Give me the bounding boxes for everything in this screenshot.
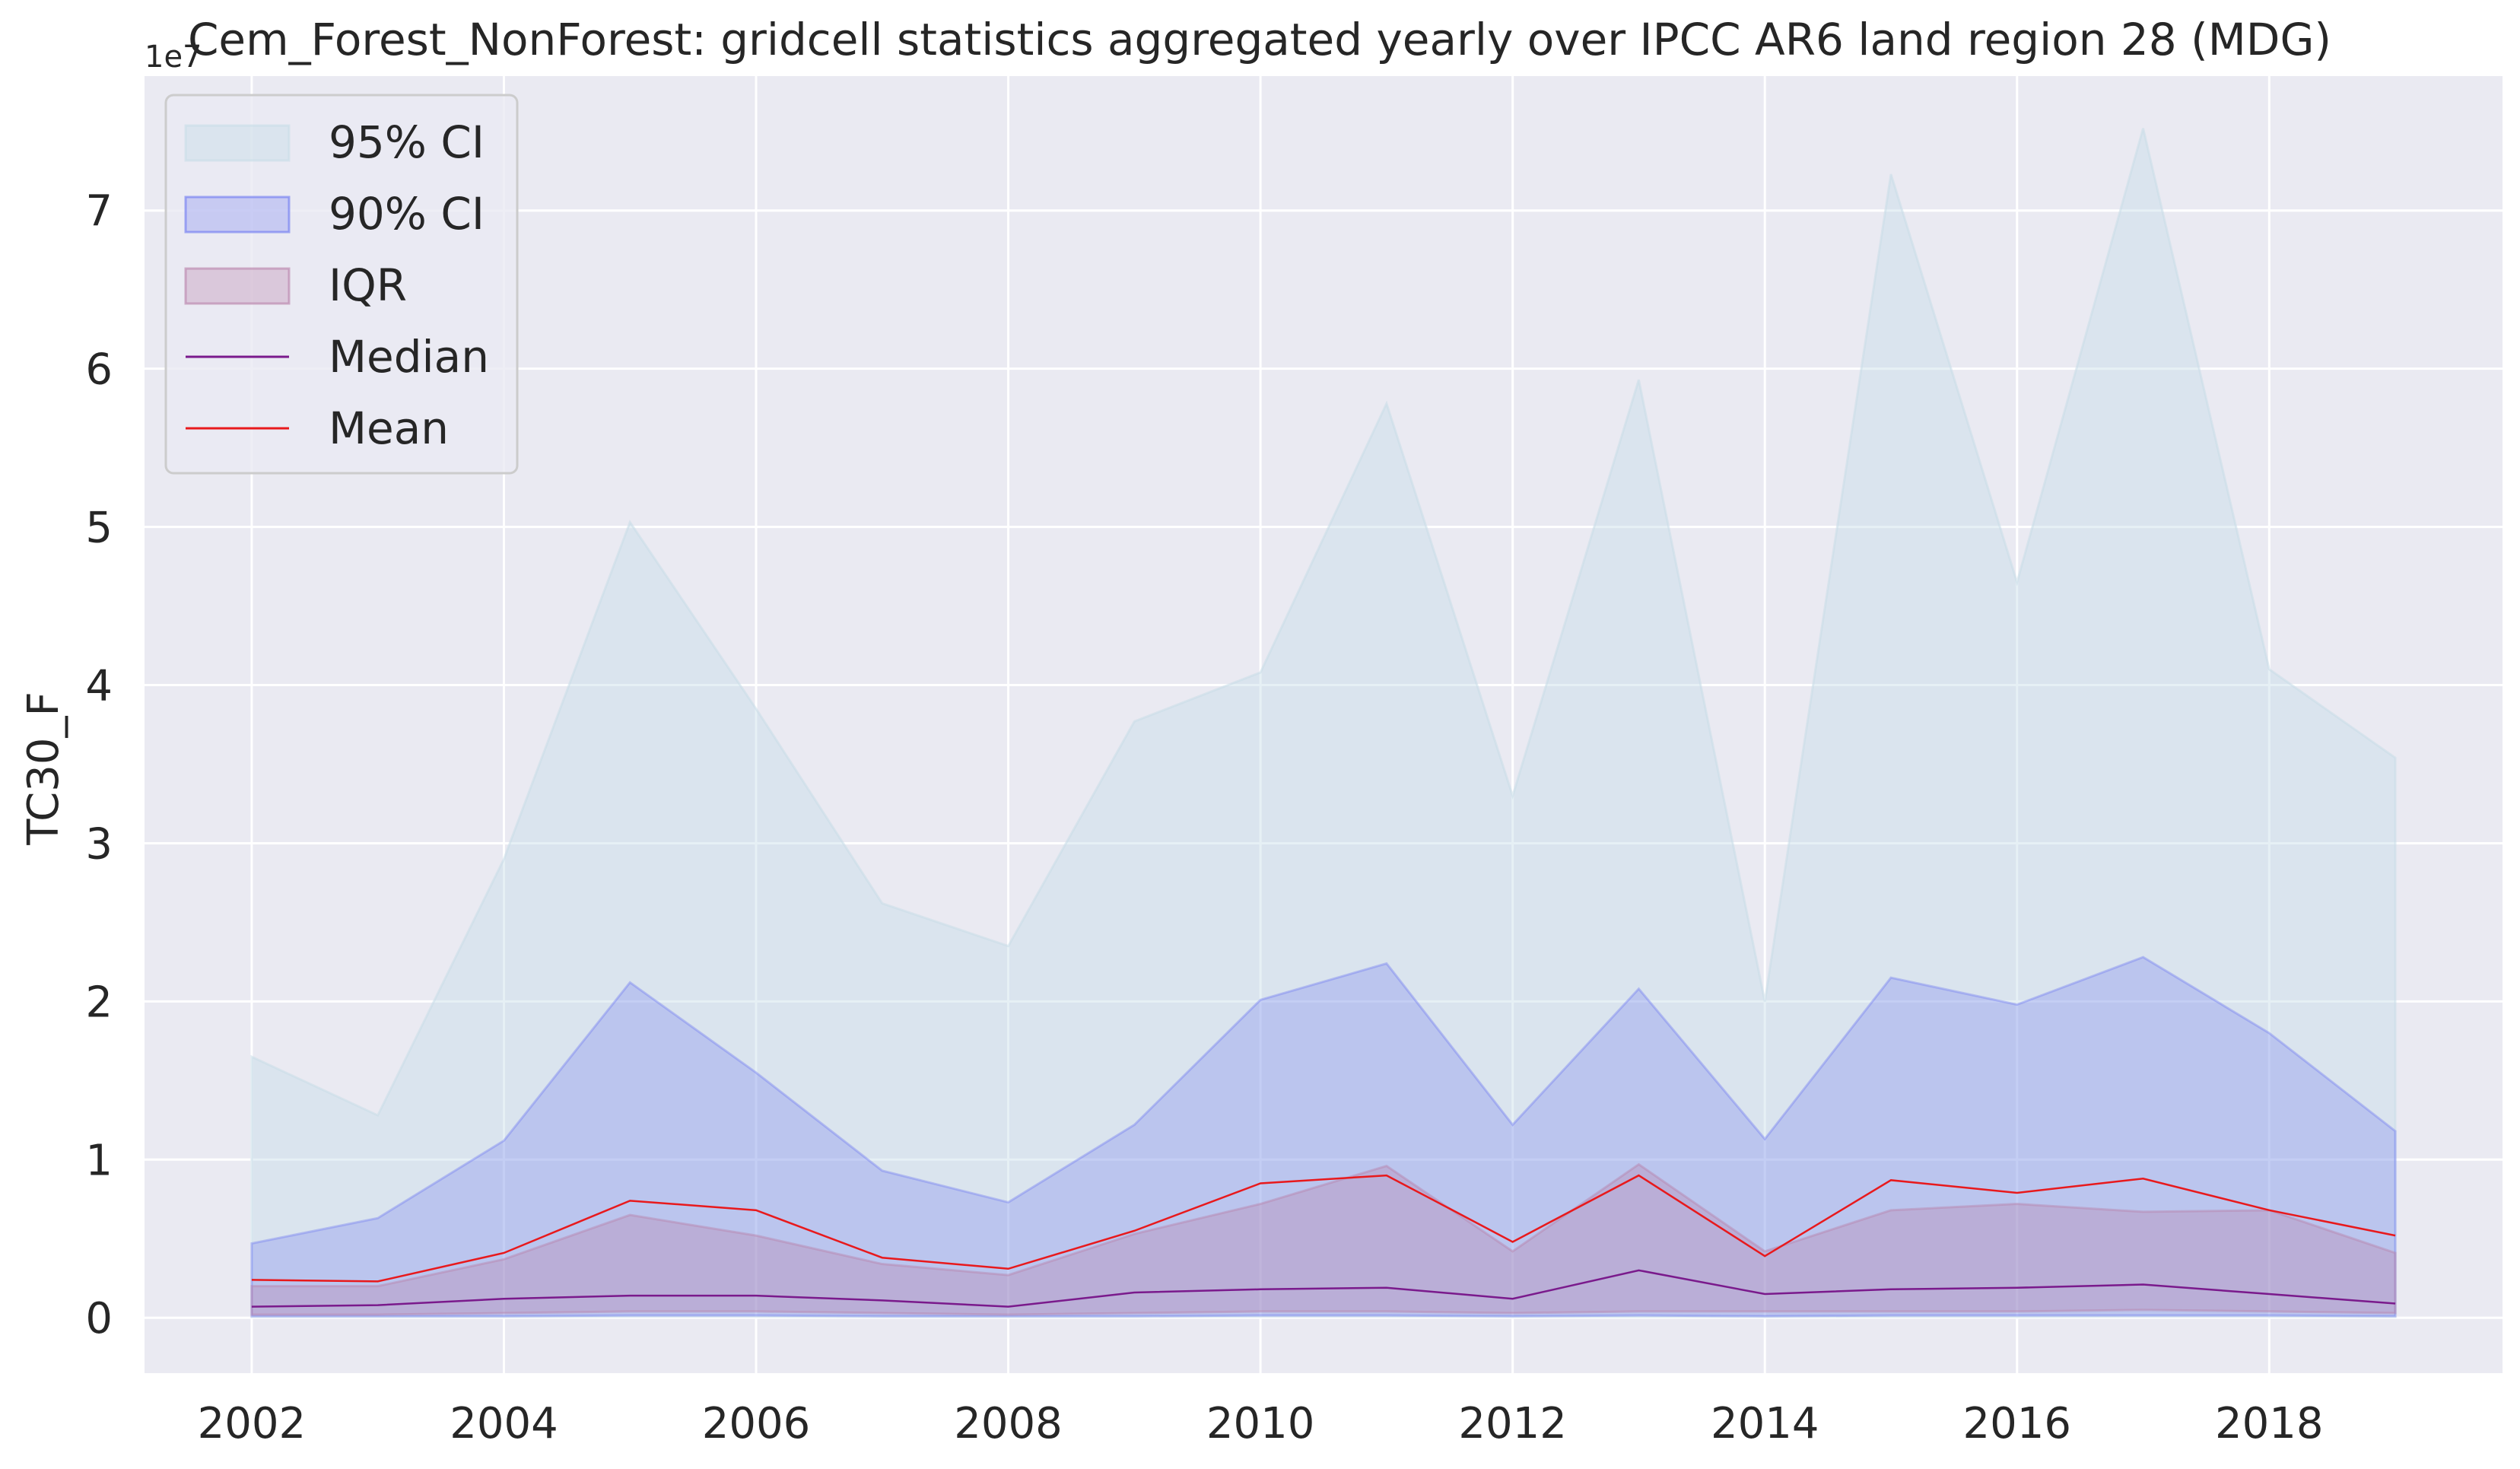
grid-lines [145, 76, 2503, 1373]
x-tick-label: 2016 [1963, 1399, 2072, 1448]
x-tick-label: 2004 [450, 1399, 558, 1448]
legend: 95% CI 90% CI IQR Median Mean [164, 94, 519, 475]
legend-swatch [184, 196, 291, 234]
legend-box [164, 94, 519, 475]
y-tick-label: 7 [85, 187, 113, 237]
y-offset-label: 1e7 [145, 40, 202, 75]
x-tick-label: 2002 [198, 1399, 307, 1448]
y-tick-label: 2 [85, 978, 113, 1027]
band-iqr [250, 1162, 2397, 1316]
legend-label: Mean [329, 402, 449, 454]
y-tick-labels: 0 1 2 3 4 5 6 7 [85, 187, 113, 1343]
x-tick-label: 2018 [2215, 1399, 2324, 1448]
legend-swatch [184, 267, 291, 305]
legend-label: 95% CI [329, 116, 485, 168]
y-axis-label: TC30_F [19, 692, 68, 846]
x-tick-label: 2010 [1206, 1399, 1315, 1448]
legend-label: Median [329, 331, 489, 383]
series-lines [251, 1174, 2396, 1308]
y-tick-label: 3 [85, 819, 113, 869]
series-line-mean [251, 1174, 2396, 1283]
chart-title: Cem_Forest_NonForest: gridcell statistic… [188, 14, 2331, 65]
y-tick-label: 1 [85, 1136, 113, 1185]
x-tick-label: 2012 [1458, 1399, 1567, 1448]
x-tick-label: 2014 [1711, 1399, 1819, 1448]
x-tick-label: 2008 [954, 1399, 1063, 1448]
y-tick-label: 5 [85, 504, 113, 553]
x-tick-label: 2006 [702, 1399, 811, 1448]
band-90-ci [250, 955, 2397, 1318]
y-tick-label: 6 [85, 345, 113, 395]
plot-area [145, 76, 2503, 1373]
series-line-median [251, 1269, 2396, 1308]
confidence-bands [250, 128, 2397, 1318]
x-tick-labels: 2002 2004 2006 2008 2010 2012 2014 2016 2018 [198, 1399, 2324, 1448]
band-95-ci [250, 128, 2397, 1318]
legend-swatch [184, 124, 291, 162]
y-tick-label: 0 [85, 1294, 113, 1343]
y-tick-label: 4 [85, 662, 113, 711]
legend-label: 90% CI [329, 188, 485, 240]
legend-label: IQR [329, 259, 407, 311]
